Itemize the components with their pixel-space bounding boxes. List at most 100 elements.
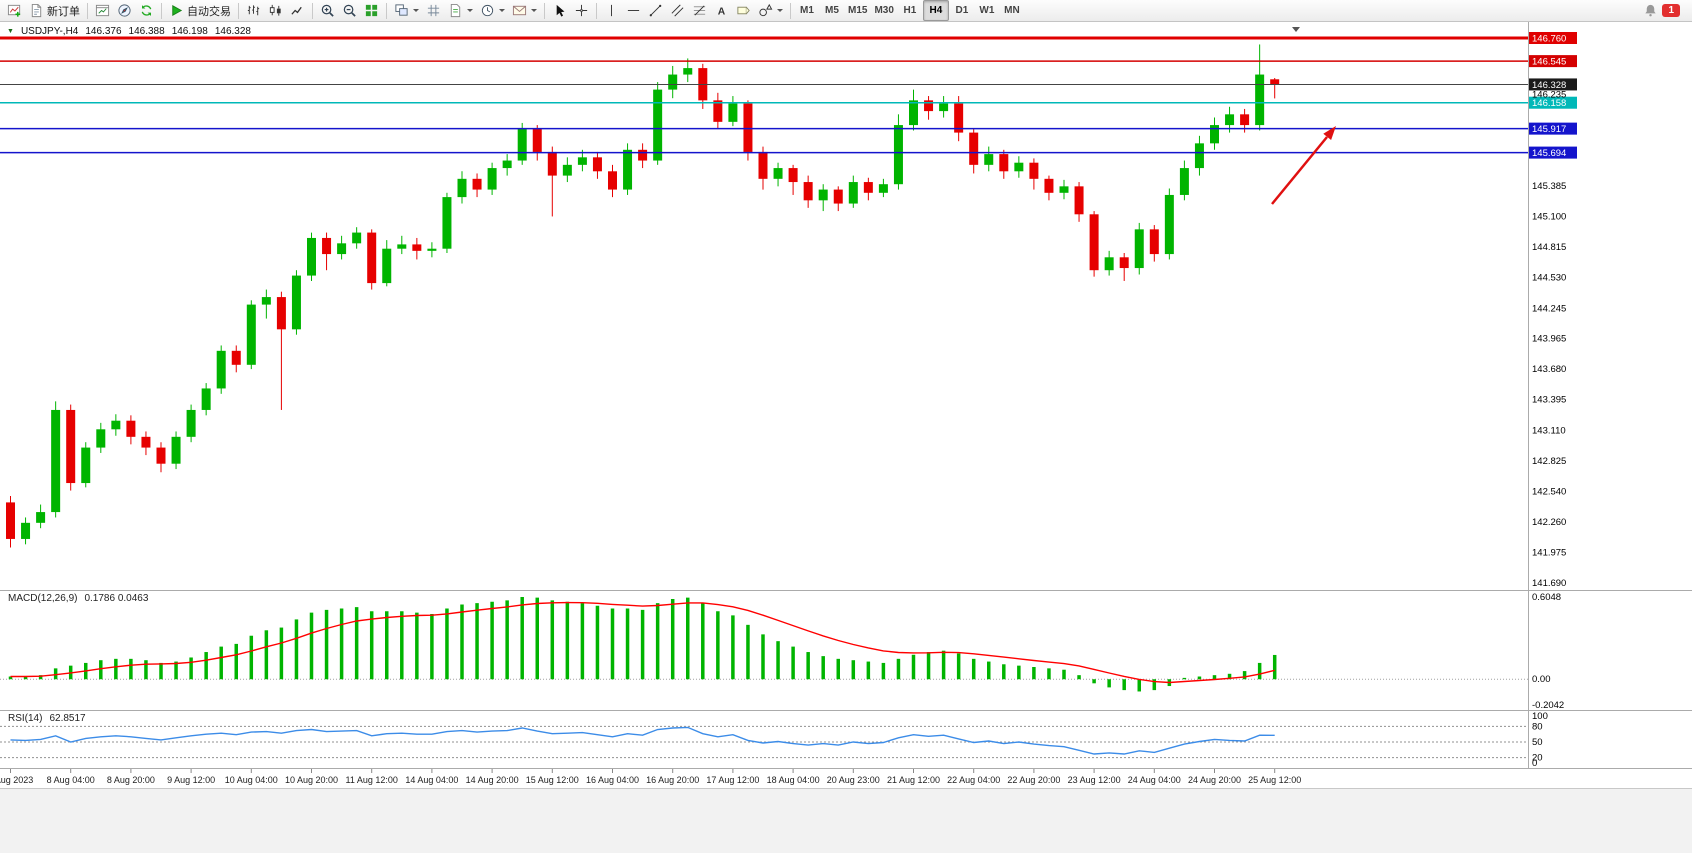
dropdown-arrow-icon bbox=[531, 9, 537, 12]
trend-arrow-annotation[interactable] bbox=[1271, 126, 1336, 205]
svg-text:143.965: 143.965 bbox=[1532, 333, 1566, 344]
orderdd-icon bbox=[448, 3, 463, 18]
notifications-button[interactable] bbox=[1640, 1, 1661, 20]
timeframe-m5-button[interactable]: M5 bbox=[825, 5, 839, 16]
new-chart-button[interactable] bbox=[4, 1, 25, 20]
tile-windows-button[interactable] bbox=[361, 1, 382, 20]
tile-icon bbox=[364, 3, 379, 18]
grid-button[interactable] bbox=[423, 1, 444, 20]
candlestick-chart-button[interactable] bbox=[265, 1, 286, 20]
market-watch-button[interactable] bbox=[92, 1, 113, 20]
svg-text:142.540: 142.540 bbox=[1532, 487, 1566, 498]
svg-text:145.385: 145.385 bbox=[1532, 181, 1566, 192]
timeframe-mn-button[interactable]: MN bbox=[1004, 5, 1020, 16]
crosshair-tool-button[interactable] bbox=[571, 1, 592, 20]
svg-text:141.690: 141.690 bbox=[1532, 578, 1566, 589]
ohlc-high: 146.388 bbox=[128, 26, 165, 37]
dropdown-arrow-icon bbox=[499, 9, 505, 12]
timeframe-d1-button[interactable]: D1 bbox=[955, 5, 969, 16]
macd-name: MACD(12,26,9) bbox=[8, 593, 78, 604]
candles-icon bbox=[268, 3, 283, 18]
toolbar-separator bbox=[312, 2, 313, 19]
chart-canvas[interactable]: 146.760 146.545 146.158 145.917 145.694 146.3… bbox=[0, 22, 1692, 853]
hline-146.760-box bbox=[1529, 32, 1577, 44]
navigator-button[interactable] bbox=[114, 1, 135, 20]
svg-text:14 Aug 20:00: 14 Aug 20:00 bbox=[466, 775, 519, 785]
cursor-tool-button[interactable] bbox=[549, 1, 570, 20]
timeframe-h1-button[interactable]: H1 bbox=[903, 5, 917, 16]
fibonacci-button[interactable] bbox=[689, 1, 710, 20]
zoomin-icon bbox=[320, 3, 335, 18]
crosshair-icon bbox=[574, 3, 589, 18]
timeframe-w1-button[interactable]: W1 bbox=[979, 5, 995, 16]
zoom-out-button[interactable] bbox=[339, 1, 360, 20]
hline-145.694-box bbox=[1529, 146, 1577, 159]
horizontal-line-button[interactable] bbox=[623, 1, 644, 20]
vline-icon bbox=[604, 3, 619, 18]
chart-header: ▼ USDJPY-,H4 146.376 146.388 146.198 146… bbox=[7, 26, 251, 37]
order-panel-button[interactable] bbox=[445, 1, 476, 20]
marketwatch-icon bbox=[95, 3, 110, 18]
svg-text:11 Aug 12:00: 11 Aug 12:00 bbox=[346, 775, 398, 785]
toolbar-separator bbox=[161, 2, 162, 19]
trendline-button[interactable] bbox=[645, 1, 666, 20]
ohlc-open: 146.376 bbox=[85, 26, 122, 37]
alerts-button[interactable] bbox=[509, 1, 540, 20]
toolbar-separator bbox=[596, 2, 597, 19]
zoom-in-button[interactable] bbox=[317, 1, 338, 20]
hline-146.545-label: 146.545 bbox=[1532, 57, 1566, 68]
label-button[interactable] bbox=[733, 1, 754, 20]
mail-icon bbox=[512, 3, 527, 18]
price-axis[interactable]: 146.235 145.385 145.100 144.815 144.530 144.2… bbox=[1532, 89, 1566, 589]
svg-text:7 Aug 2023: 7 Aug 2023 bbox=[0, 775, 33, 785]
toolbar-separator bbox=[87, 2, 88, 19]
hline-146.545-box bbox=[1529, 55, 1577, 68]
arrange-icon bbox=[394, 3, 409, 18]
svg-text:25 Aug 12:00: 25 Aug 12:00 bbox=[1248, 775, 1301, 785]
svg-text:0: 0 bbox=[1532, 758, 1537, 769]
hline-icon bbox=[626, 3, 641, 18]
horizontal-lines[interactable]: 146.760 146.545 146.158 145.917 145.694 146.3… bbox=[0, 32, 1577, 159]
svg-text:24 Aug 20:00: 24 Aug 20:00 bbox=[1188, 775, 1241, 785]
svg-text:9 Aug 12:00: 9 Aug 12:00 bbox=[167, 775, 215, 785]
trendline-icon bbox=[648, 3, 663, 18]
linechart-icon bbox=[290, 3, 305, 18]
timeframe-m30-button[interactable]: M30 bbox=[874, 5, 894, 16]
svg-text:15 Aug 12:00: 15 Aug 12:00 bbox=[526, 775, 579, 785]
rsi-name: RSI(14) bbox=[8, 713, 43, 724]
notification-badge[interactable]: 1 bbox=[1662, 4, 1680, 17]
svg-text:10 Aug 04:00: 10 Aug 04:00 bbox=[225, 775, 278, 785]
vertical-line-button[interactable] bbox=[601, 1, 622, 20]
channel-button[interactable] bbox=[667, 1, 688, 20]
svg-text:80: 80 bbox=[1532, 721, 1543, 732]
fibo-icon bbox=[692, 3, 707, 18]
svg-text:144.530: 144.530 bbox=[1532, 273, 1566, 284]
svg-text:16 Aug 20:00: 16 Aug 20:00 bbox=[646, 775, 699, 785]
text-button[interactable]: A bbox=[711, 1, 732, 20]
svg-text:10 Aug 20:00: 10 Aug 20:00 bbox=[285, 775, 338, 785]
timeframe-m1-button[interactable]: M1 bbox=[800, 5, 814, 16]
autotrading-button[interactable]: 自动交易 bbox=[166, 1, 234, 20]
auto-arrange-button[interactable] bbox=[391, 1, 422, 20]
svg-text:50: 50 bbox=[1532, 737, 1543, 748]
new-order-button[interactable]: 新订单 bbox=[26, 1, 83, 20]
svg-text:8 Aug 04:00: 8 Aug 04:00 bbox=[47, 775, 95, 785]
time-axis[interactable]: 7 Aug 2023 8 Aug 04:00 8 Aug 20:00 9 Aug 12… bbox=[0, 769, 1301, 785]
newchart-icon bbox=[7, 3, 22, 18]
textA-icon: A bbox=[714, 3, 729, 18]
timeframe-h4-button[interactable]: H4 bbox=[922, 0, 949, 21]
objects-button[interactable] bbox=[755, 1, 786, 20]
svg-text:146.235: 146.235 bbox=[1532, 89, 1566, 100]
quick-trade-arrow-icon[interactable]: ▼ bbox=[7, 28, 14, 35]
timeframe-m15-button[interactable]: M15 bbox=[848, 5, 868, 16]
line-chart-button[interactable] bbox=[287, 1, 308, 20]
hline-146.158-label: 146.158 bbox=[1532, 98, 1566, 109]
hline-145.694-label: 145.694 bbox=[1532, 148, 1566, 159]
period-button[interactable] bbox=[477, 1, 508, 20]
refresh-icon bbox=[139, 3, 154, 18]
macd-indicator-label: MACD(12,26,9) 0.1786 0.0463 bbox=[8, 593, 148, 604]
refresh-button[interactable] bbox=[136, 1, 157, 20]
bar-chart-button[interactable] bbox=[243, 1, 264, 20]
svg-text:141.975: 141.975 bbox=[1532, 547, 1566, 558]
objects-icon bbox=[758, 3, 773, 18]
